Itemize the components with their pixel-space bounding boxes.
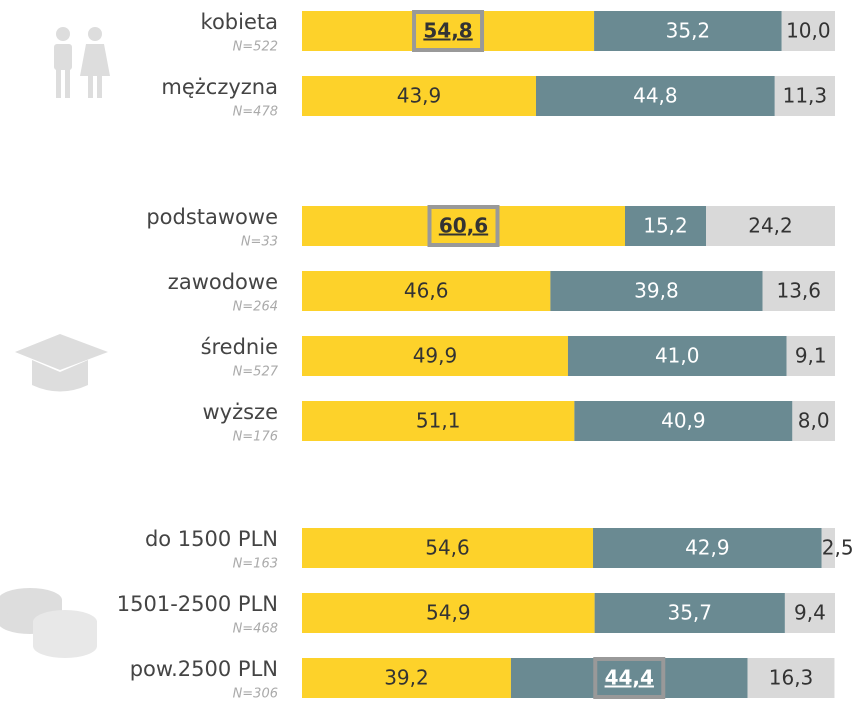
highlight-box xyxy=(412,10,485,52)
bar-segment xyxy=(302,528,594,568)
value-label: 2,5 xyxy=(822,536,854,560)
bar-segment xyxy=(762,271,835,311)
n-label: N=264 xyxy=(233,300,278,315)
bar-segment xyxy=(302,336,568,376)
value-label: 8,0 xyxy=(798,409,830,433)
value-label: 24,2 xyxy=(748,214,793,238)
bar-segment xyxy=(302,271,551,311)
bar-segment xyxy=(747,658,835,698)
bar-segment xyxy=(594,593,785,633)
highlight-box xyxy=(593,657,666,699)
value-label: 16,3 xyxy=(769,666,814,690)
value-label: 35,2 xyxy=(666,19,711,43)
bar-segment xyxy=(302,11,595,51)
value-label: 44,4 xyxy=(605,666,654,690)
bar-segment xyxy=(567,336,787,376)
n-label: N=33 xyxy=(241,235,278,250)
value-label: 39,8 xyxy=(634,279,679,303)
value-label: 46,6 xyxy=(404,279,449,303)
category-label: podstawowe xyxy=(146,205,278,229)
bar-segment xyxy=(302,401,575,441)
category-label: wyższe xyxy=(202,400,278,424)
bar-segment xyxy=(302,658,511,698)
icon-graduation-cap xyxy=(15,334,108,392)
value-label: 42,9 xyxy=(685,536,730,560)
category-label: 1501-2500 PLN xyxy=(117,592,278,616)
bar-segment xyxy=(774,76,835,116)
bar-segment xyxy=(593,528,822,568)
value-label: 60,6 xyxy=(439,214,488,238)
value-label: 15,2 xyxy=(643,214,688,238)
bar-segment xyxy=(302,593,595,633)
value-label: 51,1 xyxy=(416,409,461,433)
bar-segment xyxy=(781,11,835,51)
highlight-box xyxy=(427,205,500,247)
value-label: 49,9 xyxy=(413,344,458,368)
value-label: 9,1 xyxy=(795,344,827,368)
value-label: 39,2 xyxy=(384,666,429,690)
n-label: N=163 xyxy=(233,557,278,572)
n-label: N=527 xyxy=(233,365,279,380)
bar-segment xyxy=(302,206,625,246)
bar-segment xyxy=(624,206,707,246)
bar-segment xyxy=(302,76,536,116)
category-label: kobieta xyxy=(201,10,278,34)
bar-segment xyxy=(574,401,793,441)
value-label: 10,0 xyxy=(786,19,831,43)
category-label: zawodowe xyxy=(168,270,278,294)
category-label: mężczyzna xyxy=(161,75,278,99)
value-label: 54,8 xyxy=(423,19,472,43)
bar-segment xyxy=(510,658,748,698)
n-label: N=468 xyxy=(233,622,278,637)
value-label: 11,3 xyxy=(783,84,828,108)
category-label: średnie xyxy=(201,335,278,359)
category-label: do 1500 PLN xyxy=(145,527,278,551)
icon-people xyxy=(54,27,110,98)
bar-segment xyxy=(784,593,835,633)
value-label: 41,0 xyxy=(655,344,700,368)
n-label: N=176 xyxy=(233,430,278,445)
value-label: 40,9 xyxy=(661,409,706,433)
bar-segment xyxy=(550,271,763,311)
value-label: 9,4 xyxy=(794,601,826,625)
value-label: 35,7 xyxy=(667,601,712,625)
n-label: N=522 xyxy=(233,40,278,55)
bar-segment xyxy=(535,76,775,116)
bar-segment xyxy=(706,206,835,246)
value-label: 44,8 xyxy=(633,84,678,108)
bar-segment xyxy=(821,528,835,568)
value-label: 43,9 xyxy=(397,84,442,108)
icon-coins xyxy=(0,588,97,658)
category-label: pow.2500 PLN xyxy=(130,657,278,681)
n-label: N=478 xyxy=(233,105,278,120)
bar-segment xyxy=(594,11,782,51)
n-label: N=306 xyxy=(233,687,278,702)
value-label: 54,6 xyxy=(425,536,470,560)
bar-segment xyxy=(792,401,835,441)
bar-segment xyxy=(786,336,835,376)
value-label: 54,9 xyxy=(426,601,471,625)
value-label: 13,6 xyxy=(776,279,821,303)
